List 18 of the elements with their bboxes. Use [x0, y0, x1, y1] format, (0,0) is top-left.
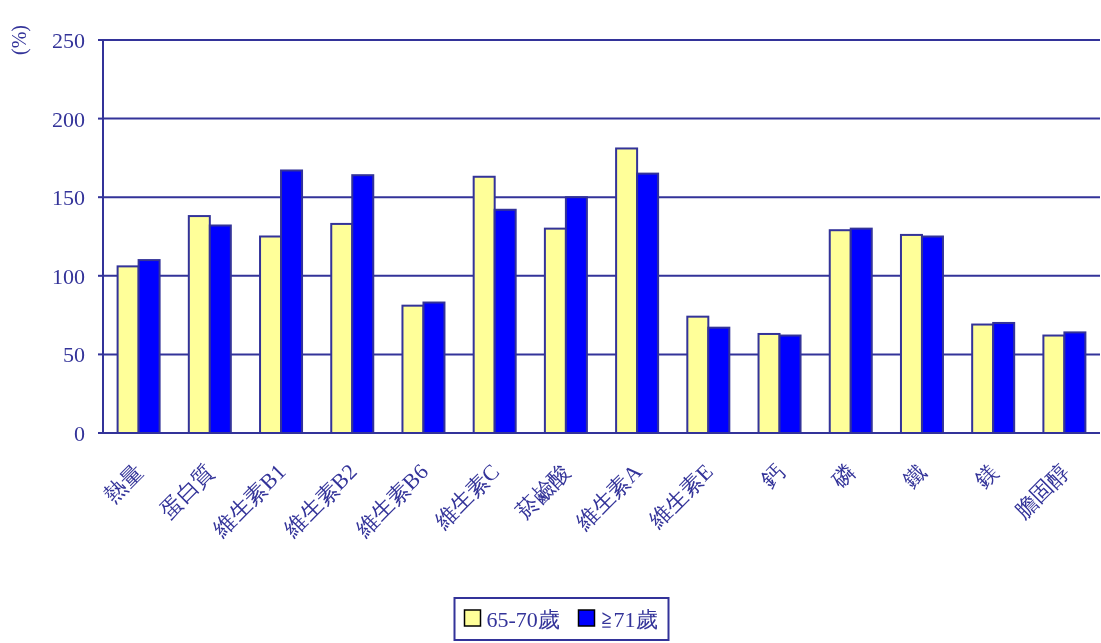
- x-tick-label: 鐵: [898, 458, 932, 493]
- legend-label: ≧71歲: [600, 607, 658, 632]
- x-tick-label: 膽固醇: [1009, 458, 1074, 524]
- y-tick-label: 200: [52, 106, 85, 132]
- x-tick-label: 鈣: [755, 458, 790, 493]
- x-tick-label: 磷: [826, 458, 861, 493]
- y-axis-title: (%): [8, 25, 31, 55]
- y-tick-label: 250: [52, 28, 85, 53]
- y-tick-label: 50: [63, 342, 85, 368]
- x-tick-label: 維生素E: [643, 458, 718, 534]
- x-tick-label: 鎂: [969, 458, 1003, 493]
- y-tick-label: 0: [74, 421, 85, 446]
- x-tick-label: 維生素C: [428, 458, 505, 535]
- y-tick-label: 150: [52, 185, 85, 211]
- x-tick-label: 熱量: [99, 458, 149, 508]
- legend-label: 65-70歲: [486, 607, 560, 632]
- x-tick-label: 菸鹼酸: [511, 458, 576, 524]
- y-tick-label: 100: [52, 263, 85, 289]
